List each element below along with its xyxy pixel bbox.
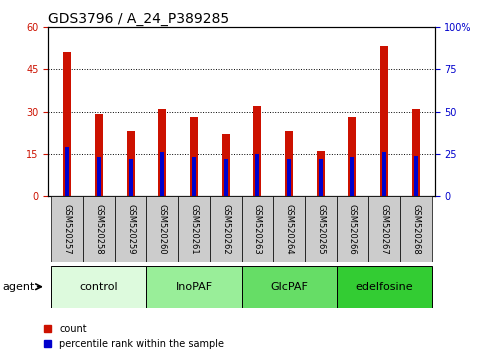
Bar: [63, 52, 71, 196]
Bar: [242, 196, 273, 262]
Bar: [256, 154, 259, 196]
Text: InoPAF: InoPAF: [175, 282, 213, 292]
Text: GSM520259: GSM520259: [126, 204, 135, 255]
Bar: [127, 131, 135, 196]
Bar: [254, 106, 261, 196]
Bar: [210, 196, 242, 262]
Bar: [146, 196, 178, 262]
Bar: [319, 159, 323, 196]
Bar: [115, 196, 146, 262]
Bar: [97, 158, 101, 196]
Bar: [242, 266, 337, 308]
Bar: [273, 196, 305, 262]
Bar: [337, 266, 431, 308]
Bar: [192, 158, 196, 196]
Bar: [368, 196, 400, 262]
Text: GSM520258: GSM520258: [95, 204, 103, 255]
Bar: [305, 196, 337, 262]
Text: control: control: [80, 282, 118, 292]
Text: GDS3796 / A_24_P389285: GDS3796 / A_24_P389285: [48, 12, 229, 25]
Bar: [160, 152, 164, 196]
Bar: [52, 196, 83, 262]
Bar: [158, 109, 166, 196]
Text: GSM520265: GSM520265: [316, 204, 325, 255]
Text: GSM520267: GSM520267: [380, 204, 388, 255]
Text: GlcPAF: GlcPAF: [270, 282, 308, 292]
Bar: [83, 196, 115, 262]
Bar: [412, 109, 420, 196]
Bar: [222, 134, 229, 196]
Bar: [95, 114, 103, 196]
Bar: [351, 158, 354, 196]
Bar: [414, 156, 418, 196]
Bar: [65, 147, 69, 196]
Bar: [400, 196, 431, 262]
Bar: [190, 117, 198, 196]
Bar: [52, 266, 146, 308]
Bar: [129, 159, 132, 196]
Bar: [380, 46, 388, 196]
Legend: count, percentile rank within the sample: count, percentile rank within the sample: [43, 324, 224, 349]
Text: GSM520266: GSM520266: [348, 204, 357, 255]
Text: GSM520268: GSM520268: [411, 204, 420, 255]
Bar: [178, 196, 210, 262]
Text: GSM520257: GSM520257: [63, 204, 72, 255]
Text: GSM520261: GSM520261: [189, 204, 199, 255]
Text: GSM520263: GSM520263: [253, 204, 262, 255]
Bar: [287, 159, 291, 196]
Bar: [317, 151, 325, 196]
Text: agent: agent: [2, 282, 35, 292]
Text: GSM520264: GSM520264: [284, 204, 294, 255]
Text: GSM520262: GSM520262: [221, 204, 230, 255]
Bar: [146, 266, 242, 308]
Text: edelfosine: edelfosine: [355, 282, 413, 292]
Bar: [224, 159, 227, 196]
Bar: [348, 117, 356, 196]
Bar: [337, 196, 368, 262]
Bar: [382, 152, 386, 196]
Text: GSM520260: GSM520260: [158, 204, 167, 255]
Bar: [285, 131, 293, 196]
